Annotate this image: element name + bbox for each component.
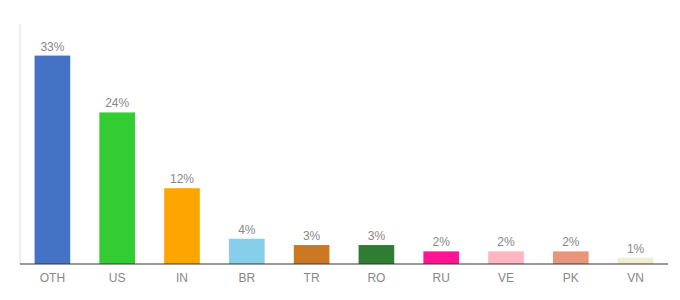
data-labels: 33% 24% 12% 4% 3% 3% 2% 2% 2% 1% (40, 40, 644, 256)
chart-svg: 33% 24% 12% 4% 3% 3% 2% 2% 2% 1% OTH US IN BR TR RO RU VE… (0, 0, 680, 300)
bar (294, 245, 330, 264)
bars (35, 56, 654, 264)
data-label: 3% (368, 229, 386, 243)
data-label: 3% (303, 229, 321, 243)
bar (359, 245, 395, 264)
bar (229, 239, 265, 264)
x-axis-line (20, 263, 668, 264)
bar (553, 251, 589, 264)
x-tick-label: US (109, 271, 126, 285)
bar (488, 251, 524, 264)
bar (618, 258, 654, 264)
x-tick-label: TR (304, 271, 320, 285)
x-tick-label: PK (563, 271, 579, 285)
data-label: 24% (105, 96, 129, 110)
data-label: 33% (40, 40, 64, 54)
x-tick-label: RU (433, 271, 450, 285)
data-label: 2% (562, 235, 580, 249)
data-label: 1% (627, 242, 645, 256)
data-label: 4% (238, 223, 256, 237)
x-tick-label: RO (367, 271, 385, 285)
chart-container: 33% 24% 12% 4% 3% 3% 2% 2% 2% 1% OTH US IN BR TR RO RU VE… (0, 0, 680, 300)
x-tick-label: IN (176, 271, 188, 285)
data-label: 2% (497, 235, 515, 249)
bar (423, 251, 459, 264)
x-tick-label: BR (238, 271, 255, 285)
data-label: 2% (433, 235, 451, 249)
bar (35, 56, 71, 264)
x-tick-label: VE (498, 271, 514, 285)
y-axis-line (20, 24, 21, 264)
data-label: 12% (170, 172, 194, 186)
x-tick-label: OTH (40, 271, 65, 285)
bar (99, 112, 135, 264)
bar (164, 188, 200, 264)
x-tick-label: VN (627, 271, 644, 285)
x-tick-labels: OTH US IN BR TR RO RU VE PK VN (40, 271, 644, 285)
